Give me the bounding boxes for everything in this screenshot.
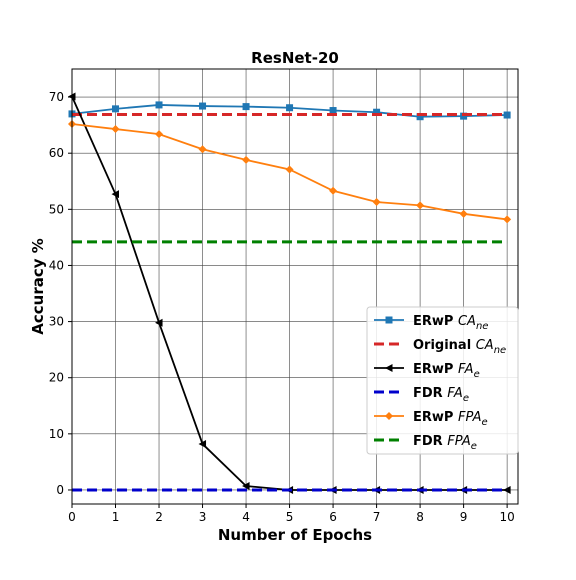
legend-label: FDR FPAe — [413, 434, 477, 452]
data-point — [503, 485, 511, 494]
legend-item: FDR FAe — [374, 386, 469, 404]
data-point — [111, 125, 120, 134]
legend-label-subscript: ne — [494, 345, 507, 356]
legend-marker — [385, 316, 393, 324]
data-point — [198, 145, 207, 154]
data-point — [199, 102, 207, 110]
data-point — [416, 113, 424, 121]
legend-label-subscript: e — [482, 417, 488, 428]
data-point — [459, 209, 468, 218]
legend-item: ERwP CAne — [374, 314, 488, 332]
legend-label-name: ERwP — [413, 362, 458, 377]
legend-label-name: Original — [413, 338, 476, 353]
data-point — [155, 101, 163, 109]
data-point — [373, 108, 381, 116]
legend-label: Original CAne — [413, 338, 506, 356]
data-point — [155, 318, 163, 327]
data-point — [285, 165, 294, 174]
data-point — [198, 439, 207, 448]
x-tick-label: 3 — [199, 510, 207, 524]
x-tick-label: 4 — [242, 510, 250, 524]
y-tick-label: 30 — [49, 315, 64, 329]
legend-label-name: FDR — [413, 434, 447, 449]
x-tick-label: 1 — [112, 510, 120, 524]
y-axis-label: Accuracy % — [29, 238, 47, 335]
x-axis-label: Number of Epochs — [218, 526, 372, 544]
x-tick-label: 2 — [155, 510, 163, 524]
y-tick-label: 50 — [49, 202, 64, 216]
y-tick-label: 60 — [49, 146, 64, 160]
legend-label-subscript: e — [471, 441, 477, 452]
legend-label: ERwP FPAe — [413, 410, 488, 428]
legend-box — [366, 306, 519, 455]
data-point — [329, 186, 338, 195]
legend-label-metric: FPA — [447, 434, 471, 449]
x-tick-label: 10 — [499, 510, 514, 524]
data-point — [111, 190, 120, 199]
legend-label-metric: CA — [476, 338, 494, 353]
chart-title: ResNet-20 — [251, 49, 339, 67]
legend-label-subscript: e — [463, 393, 469, 404]
legend-item: Original CAne — [374, 338, 506, 356]
legend-marker — [385, 412, 393, 420]
x-tick-label: 6 — [329, 510, 337, 524]
plot-frame — [71, 68, 519, 505]
legend-label-name: ERwP — [413, 410, 458, 425]
y-tick-label: 40 — [49, 258, 64, 272]
series-layer — [68, 92, 512, 494]
x-tick-label: 0 — [68, 510, 76, 524]
x-tick-label: 5 — [286, 510, 294, 524]
x-tick-label: 8 — [416, 510, 424, 524]
data-point — [416, 201, 425, 210]
x-tick-label: 9 — [460, 510, 468, 524]
legend-label: FDR FAe — [413, 386, 469, 404]
data-point — [372, 198, 381, 207]
data-point — [242, 155, 251, 164]
data-point — [112, 105, 120, 113]
data-point — [242, 103, 250, 111]
y-tick-label: 70 — [49, 90, 64, 104]
data-point — [242, 482, 250, 491]
data-point — [155, 130, 164, 139]
y-tick-label: 0 — [56, 483, 64, 497]
legend-item: FDR FPAe — [374, 434, 477, 452]
legend-label: ERwP FAe — [413, 362, 480, 380]
x-tick-label: 7 — [373, 510, 381, 524]
data-point — [329, 107, 337, 115]
legend-label-metric: FA — [447, 386, 463, 401]
data-point — [503, 215, 512, 224]
legend-label-subscript: e — [474, 369, 480, 380]
legend-item: ERwP FPAe — [374, 410, 488, 428]
tick-layer: 0 1 2 3 4 5 6 7 8 9 10 0 10 20 30 40 50 60 70 — [49, 90, 515, 524]
legend-item: ERwP FAe — [374, 362, 480, 380]
legend-label-name: ERwP — [413, 314, 458, 329]
legend-label-name: FDR — [413, 386, 447, 401]
data-point — [286, 104, 294, 112]
y-tick-label: 10 — [49, 427, 64, 441]
data-point — [460, 112, 468, 120]
legend-label: ERwP CAne — [413, 314, 488, 332]
legend-label-metric: CA — [458, 314, 476, 329]
y-tick-label: 20 — [49, 371, 64, 385]
legend-label-metric: FA — [458, 362, 474, 377]
legend-label-metric: FPA — [458, 410, 482, 425]
legend-label-subscript: ne — [476, 321, 489, 332]
legend-marker — [385, 364, 393, 372]
